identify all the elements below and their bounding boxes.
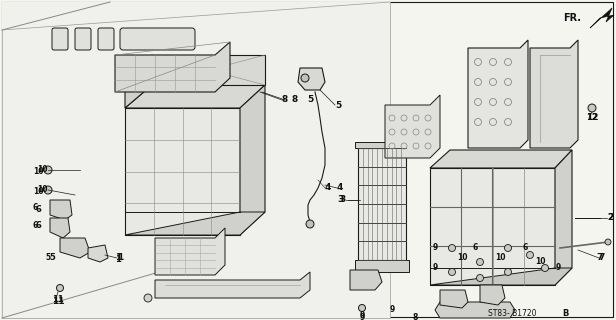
Polygon shape <box>430 268 572 285</box>
Polygon shape <box>125 85 265 108</box>
Text: 4: 4 <box>325 183 331 193</box>
Text: 6: 6 <box>35 205 41 214</box>
Circle shape <box>605 239 611 245</box>
Polygon shape <box>125 212 265 235</box>
Circle shape <box>44 186 52 194</box>
Text: 10: 10 <box>37 165 47 174</box>
Text: 10: 10 <box>37 186 47 195</box>
Text: 12: 12 <box>586 114 598 123</box>
Text: 8: 8 <box>282 95 288 105</box>
FancyBboxPatch shape <box>98 28 114 50</box>
Text: 9: 9 <box>389 306 395 315</box>
Text: 5: 5 <box>307 95 313 105</box>
Polygon shape <box>555 150 572 285</box>
Text: 8: 8 <box>292 95 298 105</box>
Text: ST83- B1720: ST83- B1720 <box>488 308 537 317</box>
Polygon shape <box>125 55 152 108</box>
Polygon shape <box>355 260 409 272</box>
Text: 9: 9 <box>432 263 437 273</box>
Text: B: B <box>562 308 568 317</box>
Text: 1: 1 <box>115 255 121 265</box>
Text: 1: 1 <box>117 253 123 262</box>
Polygon shape <box>440 290 468 308</box>
Text: 6: 6 <box>472 244 477 252</box>
Text: 11: 11 <box>52 298 64 307</box>
Text: 10: 10 <box>535 258 545 267</box>
Polygon shape <box>155 228 225 275</box>
Polygon shape <box>88 245 108 262</box>
Text: 7: 7 <box>597 253 603 262</box>
Text: 6: 6 <box>522 244 528 252</box>
FancyBboxPatch shape <box>75 28 91 50</box>
Circle shape <box>527 252 533 259</box>
Text: 5: 5 <box>49 253 55 262</box>
Polygon shape <box>350 270 382 290</box>
FancyBboxPatch shape <box>120 28 195 50</box>
Polygon shape <box>50 200 72 220</box>
Text: 2: 2 <box>607 213 613 222</box>
Polygon shape <box>152 55 265 85</box>
Circle shape <box>301 74 309 82</box>
Text: 7: 7 <box>599 253 605 262</box>
Polygon shape <box>530 40 578 148</box>
Polygon shape <box>2 2 390 318</box>
Text: 9: 9 <box>359 311 365 320</box>
Circle shape <box>448 244 455 252</box>
Polygon shape <box>590 8 614 28</box>
Text: 5: 5 <box>335 100 341 109</box>
Circle shape <box>505 268 511 276</box>
FancyBboxPatch shape <box>52 28 68 50</box>
Circle shape <box>359 305 365 311</box>
Text: 3: 3 <box>337 196 343 204</box>
Text: 9: 9 <box>556 263 561 273</box>
Polygon shape <box>358 148 406 260</box>
Circle shape <box>44 166 52 174</box>
Polygon shape <box>430 168 555 285</box>
Circle shape <box>541 265 548 271</box>
Text: 10: 10 <box>456 253 468 262</box>
Polygon shape <box>430 150 572 168</box>
Text: 10: 10 <box>495 253 505 262</box>
Polygon shape <box>385 95 440 158</box>
Text: 2: 2 <box>607 213 613 222</box>
Text: 4: 4 <box>337 183 343 193</box>
Polygon shape <box>480 285 505 305</box>
Text: 6: 6 <box>33 204 38 212</box>
Text: 9: 9 <box>432 244 437 252</box>
Text: 8: 8 <box>412 314 418 320</box>
Text: 1: 1 <box>115 253 121 262</box>
Circle shape <box>477 259 484 266</box>
Circle shape <box>57 284 63 292</box>
Circle shape <box>144 294 152 302</box>
Polygon shape <box>298 68 325 90</box>
Text: 6: 6 <box>35 220 41 229</box>
Text: 12: 12 <box>586 114 598 123</box>
Text: 6: 6 <box>33 220 38 229</box>
Circle shape <box>306 220 314 228</box>
Polygon shape <box>468 40 528 148</box>
Text: 11: 11 <box>52 295 64 305</box>
Circle shape <box>505 244 511 252</box>
Polygon shape <box>435 302 515 318</box>
Polygon shape <box>355 142 409 148</box>
Text: FR.: FR. <box>563 13 581 23</box>
Circle shape <box>477 275 484 282</box>
Polygon shape <box>60 238 90 258</box>
Circle shape <box>448 268 455 276</box>
Text: 10: 10 <box>33 188 43 196</box>
Text: 5: 5 <box>46 253 51 262</box>
Polygon shape <box>155 272 310 298</box>
Polygon shape <box>240 85 265 235</box>
Polygon shape <box>115 42 230 92</box>
Text: 9: 9 <box>359 314 365 320</box>
Text: 10: 10 <box>33 167 43 177</box>
Text: 3: 3 <box>340 196 346 204</box>
Polygon shape <box>50 218 70 238</box>
Circle shape <box>588 104 596 112</box>
Polygon shape <box>125 108 240 235</box>
